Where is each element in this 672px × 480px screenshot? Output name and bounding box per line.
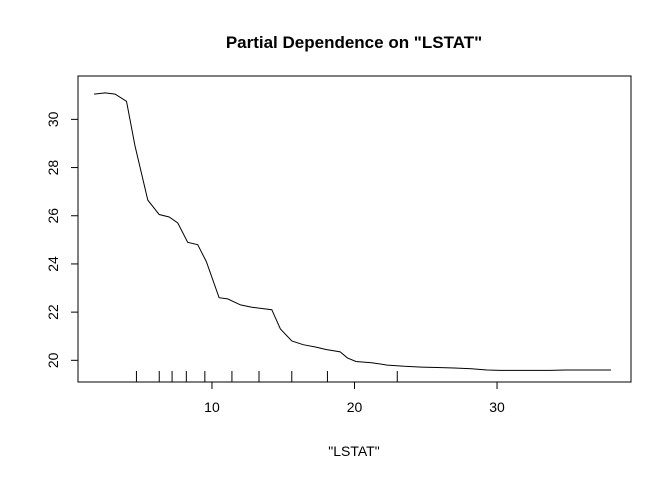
y-tick-label: 24 — [45, 256, 61, 272]
x-tick-label: 20 — [347, 399, 363, 415]
y-tick-label: 20 — [45, 352, 61, 368]
pd-line — [94, 92, 611, 371]
x-tick-label: 10 — [204, 399, 220, 415]
plot-frame — [77, 75, 632, 383]
y-tick-label: 28 — [45, 160, 61, 176]
chart-title: Partial Dependence on "LSTAT" — [226, 33, 482, 52]
x-axis-label: "LSTAT" — [328, 443, 379, 459]
x-tick-label: 30 — [489, 399, 505, 415]
y-tick-label: 22 — [45, 304, 61, 320]
y-tick-label: 30 — [45, 111, 61, 127]
y-tick-label: 26 — [45, 208, 61, 224]
